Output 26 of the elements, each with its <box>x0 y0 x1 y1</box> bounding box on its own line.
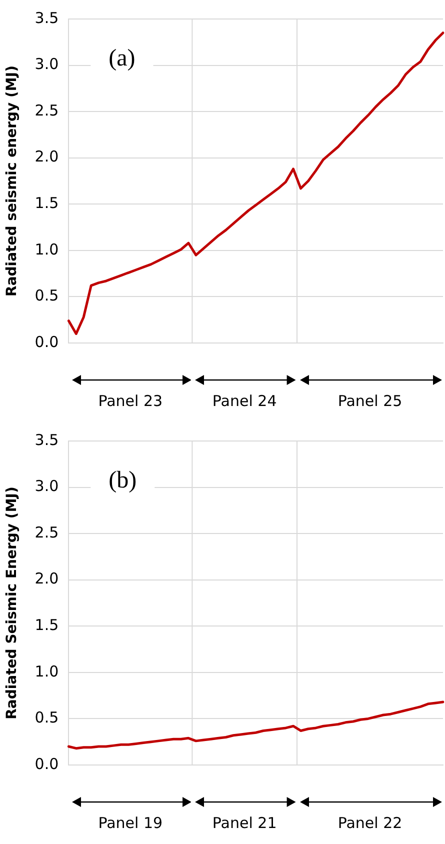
text: Panel 22 <box>336 814 404 832</box>
y-tick-label: 2.0 <box>34 148 59 166</box>
y-tick-label: 2.5 <box>34 523 59 542</box>
text: Panel 21 <box>211 814 278 832</box>
annotation: (a) <box>108 45 136 72</box>
y-tick-label: 3.0 <box>34 55 59 74</box>
text: Panel 24 <box>211 392 278 410</box>
y-tick-label: 0.0 <box>34 332 59 351</box>
y-tick-label: 1.0 <box>34 240 59 258</box>
text: Panel 23 <box>97 392 164 410</box>
y-tick-label: 0.0 <box>34 754 59 773</box>
y-tick-label: 1.0 <box>34 662 59 680</box>
y-tick-label: 2.0 <box>34 570 59 588</box>
text: Panel 19 <box>97 814 164 832</box>
y-tick-label: 3.0 <box>34 477 59 496</box>
y-tick-label: 2.5 <box>34 101 59 120</box>
y-tick-label: 1.5 <box>34 194 59 212</box>
y-tick-label: 3.5 <box>34 8 59 27</box>
y-tick-label: 0.5 <box>34 286 59 305</box>
y-tick-label: 3.5 <box>34 430 59 449</box>
text: Panel 25 <box>336 392 404 410</box>
annotation: (b) <box>108 467 137 494</box>
y-tick-label: 0.5 <box>34 708 59 727</box>
y-axis-title: Radiated seismic energy (MJ) <box>4 66 20 296</box>
y-axis-title: Radiated Seismic Energy (MJ) <box>4 486 20 720</box>
y-tick-label: 1.5 <box>34 616 59 634</box>
